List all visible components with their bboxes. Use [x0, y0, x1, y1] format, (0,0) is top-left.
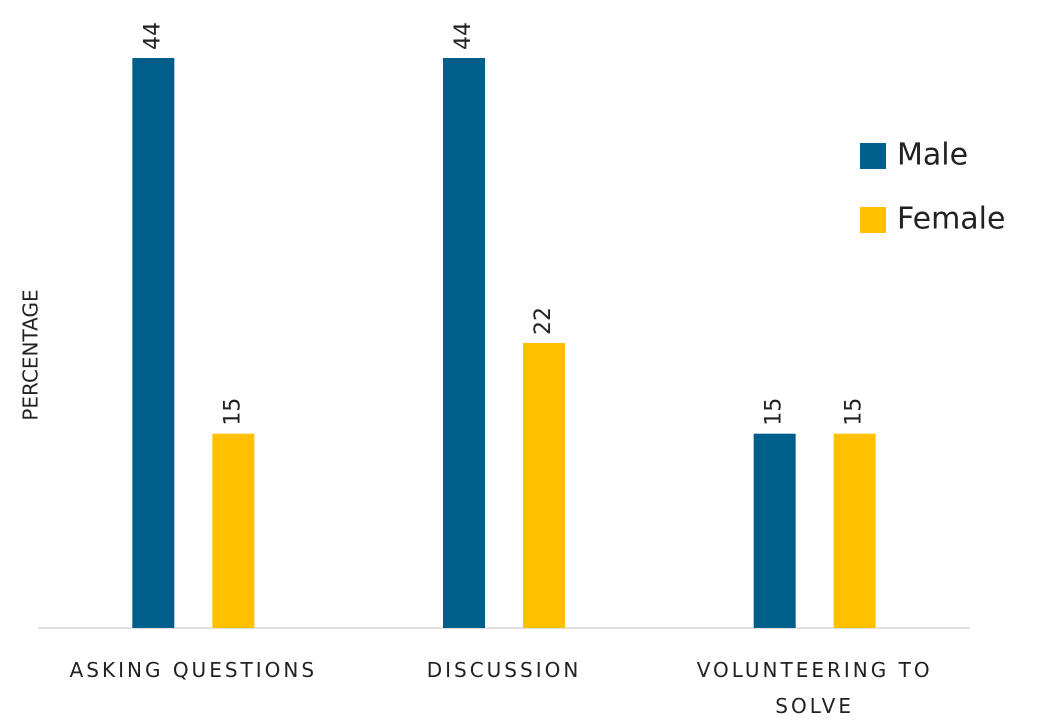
value-label: 15: [762, 398, 787, 426]
legend-swatch: [860, 207, 886, 233]
x-tick-label: VOLUNTEERING TO SOLVE: [696, 658, 933, 718]
legend-label: Female: [897, 202, 1005, 237]
legend-label: Male: [897, 138, 968, 173]
value-label: 15: [842, 398, 867, 426]
y-axis-label: PERCENTAGE: [19, 289, 43, 420]
x-tick-label: ASKING QUESTIONS: [69, 658, 318, 682]
bar: [212, 433, 255, 628]
value-label: 15: [220, 398, 245, 426]
bar: [523, 343, 565, 628]
bar: [132, 58, 175, 628]
bar: [443, 58, 485, 628]
value-label: 44: [140, 22, 165, 50]
legend-swatch: [860, 143, 886, 169]
value-label: 22: [531, 307, 556, 335]
x-tick-label: DISCUSSION: [426, 658, 582, 682]
bar: [833, 433, 876, 628]
value-label: 44: [451, 22, 476, 50]
bar: [753, 433, 796, 628]
